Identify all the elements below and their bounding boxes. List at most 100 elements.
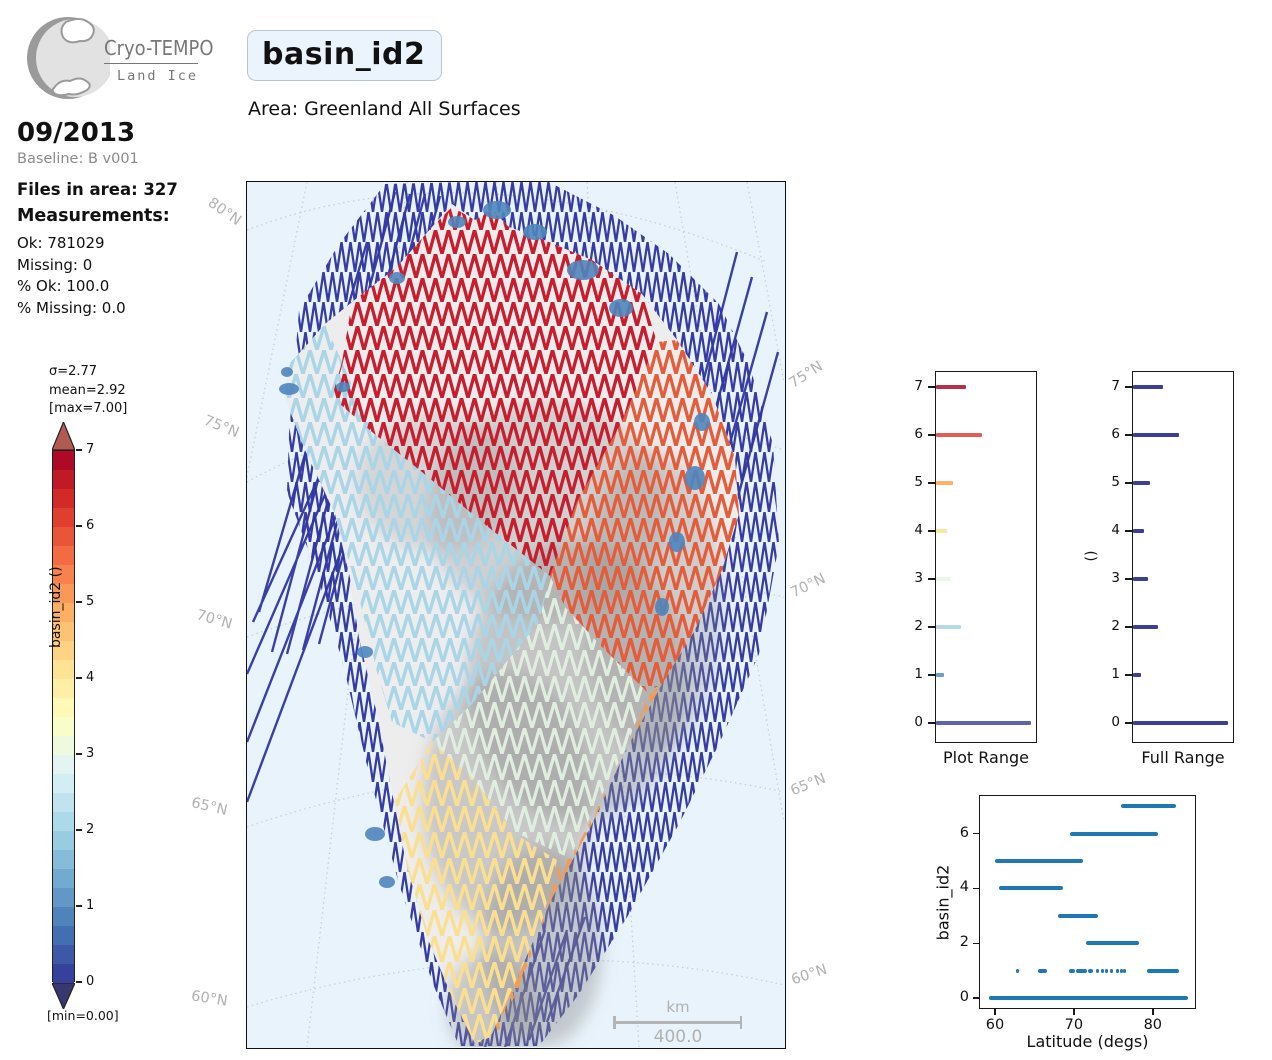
colorbar-ticklabel: 6 bbox=[86, 517, 95, 533]
colorbar-segment bbox=[53, 622, 74, 642]
colorbar-segment bbox=[53, 755, 74, 775]
colorbar-tickmark bbox=[76, 677, 82, 679]
colorbar-max: [max=7.00] bbox=[49, 401, 128, 416]
scatter-segment bbox=[1095, 968, 1099, 973]
full-range-histogram bbox=[1132, 371, 1234, 743]
scatter-yticklabel: 6 bbox=[959, 824, 969, 841]
colorbar-segment bbox=[53, 850, 74, 870]
hist-tickmark bbox=[928, 434, 935, 436]
colorbar-segment bbox=[53, 489, 74, 509]
hist-ticklabel: 1 bbox=[1111, 666, 1120, 682]
scatter-segment bbox=[1105, 968, 1109, 973]
hist-ticklabel: 7 bbox=[914, 378, 923, 394]
hist-tickmark bbox=[928, 674, 935, 676]
scatter-segment bbox=[1100, 968, 1104, 973]
colorbar-segment bbox=[53, 869, 74, 889]
hist-tickmark bbox=[1125, 578, 1132, 580]
colorbar-segment bbox=[53, 831, 74, 851]
scatter-segment bbox=[1069, 968, 1075, 973]
logo-antarctica-shape bbox=[51, 77, 91, 97]
hist-bar bbox=[936, 481, 953, 485]
scatter-segment bbox=[998, 886, 1063, 891]
colorbar-tickmark bbox=[76, 905, 82, 907]
logo-line2: Land Ice bbox=[116, 68, 198, 84]
map-scalebar-cap-right bbox=[739, 1016, 742, 1029]
scatter-xtickmark bbox=[1073, 1009, 1075, 1015]
hist-ticklabel: 4 bbox=[914, 522, 923, 538]
graticule-label: 75°N bbox=[201, 412, 242, 442]
hist-ticklabel: 5 bbox=[914, 474, 923, 490]
map-scalebar-cap-left bbox=[613, 1016, 616, 1029]
colorbar-segment bbox=[53, 717, 74, 737]
scatter-segment bbox=[1119, 968, 1123, 973]
tracks-basin-2 bbox=[285, 324, 550, 742]
hist-bar bbox=[1133, 721, 1228, 725]
colorbar-segment bbox=[53, 546, 74, 566]
hist-tickmark bbox=[928, 578, 935, 580]
hist-bar bbox=[936, 721, 1031, 725]
page-title: basin_id2 bbox=[247, 30, 443, 81]
scatter-segment bbox=[1115, 968, 1119, 973]
hist-ticklabel: 1 bbox=[914, 666, 923, 682]
scatter-xticklabel: 60 bbox=[985, 1017, 1005, 1033]
logo-text: Cryo-TEMPO Land Ice bbox=[104, 36, 214, 84]
hist-bar bbox=[936, 529, 947, 533]
hist-tickmark bbox=[928, 626, 935, 628]
scatter-segment bbox=[1058, 913, 1098, 918]
scatter-segment bbox=[1038, 968, 1048, 973]
scatter-ytickmark bbox=[973, 833, 979, 835]
colorbar-tickmark bbox=[76, 601, 82, 603]
hist-bar bbox=[1133, 673, 1141, 677]
colorbar-tickmark bbox=[76, 525, 82, 527]
colorbar-segment bbox=[53, 641, 74, 661]
colorbar-ticklabel: 0 bbox=[86, 973, 95, 989]
hist-tickmark bbox=[1125, 386, 1132, 388]
hist-ticklabel: 3 bbox=[914, 570, 923, 586]
logo-greenland-shape bbox=[60, 18, 95, 44]
scatter-yticklabel: 2 bbox=[959, 934, 969, 951]
stat-missing: Missing: 0 bbox=[17, 256, 93, 274]
hist-bar bbox=[936, 577, 951, 581]
colorbar-segment bbox=[53, 660, 74, 680]
hist-tickmark bbox=[1125, 530, 1132, 532]
scatter-segment bbox=[1088, 968, 1093, 973]
logo-line1: Cryo-TEMPO bbox=[104, 36, 214, 60]
graticule-label: 75°N bbox=[786, 358, 826, 392]
colorbar-mean: mean=2.92 bbox=[49, 382, 126, 398]
colorbar-segment bbox=[53, 565, 74, 585]
hist-ticklabel: 5 bbox=[1111, 474, 1120, 490]
latitude-scatter-plot bbox=[979, 795, 1196, 1009]
colorbar-ticklabel: 5 bbox=[86, 593, 95, 609]
graticule-label: 70°N bbox=[194, 607, 235, 633]
baseline-label: Baseline: B v001 bbox=[17, 151, 139, 167]
colorbar-segment bbox=[53, 603, 74, 623]
colorbar-ticklabel: 4 bbox=[86, 669, 95, 685]
scatter-ytickmark bbox=[973, 887, 979, 890]
area-label: Area: Greenland All Surfaces bbox=[248, 98, 521, 120]
colorbar-segment bbox=[53, 945, 74, 965]
hist-ticklabel: 6 bbox=[1111, 426, 1120, 442]
scatter-ylabel: basin_id2 bbox=[933, 864, 953, 941]
graticule-label: 80°N bbox=[204, 194, 244, 230]
hist-ticklabel: 2 bbox=[914, 618, 923, 634]
basin-1-patches bbox=[279, 201, 710, 888]
hist-bar bbox=[1133, 577, 1148, 581]
hist-ticklabel: 6 bbox=[914, 426, 923, 442]
scatter-xticklabel: 80 bbox=[1143, 1017, 1163, 1033]
colorbar-segment bbox=[53, 451, 74, 471]
colorbar-segment bbox=[53, 736, 74, 756]
hist-bar bbox=[936, 385, 966, 389]
scatter-segment bbox=[1076, 968, 1087, 973]
logo-globe bbox=[36, 19, 110, 97]
scatter-ytickmark bbox=[973, 997, 979, 999]
hist-bar bbox=[936, 625, 961, 629]
hist-ticklabel: 3 bbox=[1111, 570, 1120, 586]
scatter-xtickmark bbox=[994, 1009, 996, 1015]
tracks-basin-7 bbox=[332, 207, 657, 576]
colorbar-segment bbox=[53, 698, 74, 718]
colorbar-ticklabel: 7 bbox=[86, 441, 95, 457]
colorbar-ticklabel: 3 bbox=[86, 745, 95, 761]
colorbar-over-arrow bbox=[52, 422, 75, 450]
colorbar-segment bbox=[53, 964, 74, 984]
hist-tickmark bbox=[1125, 482, 1132, 484]
